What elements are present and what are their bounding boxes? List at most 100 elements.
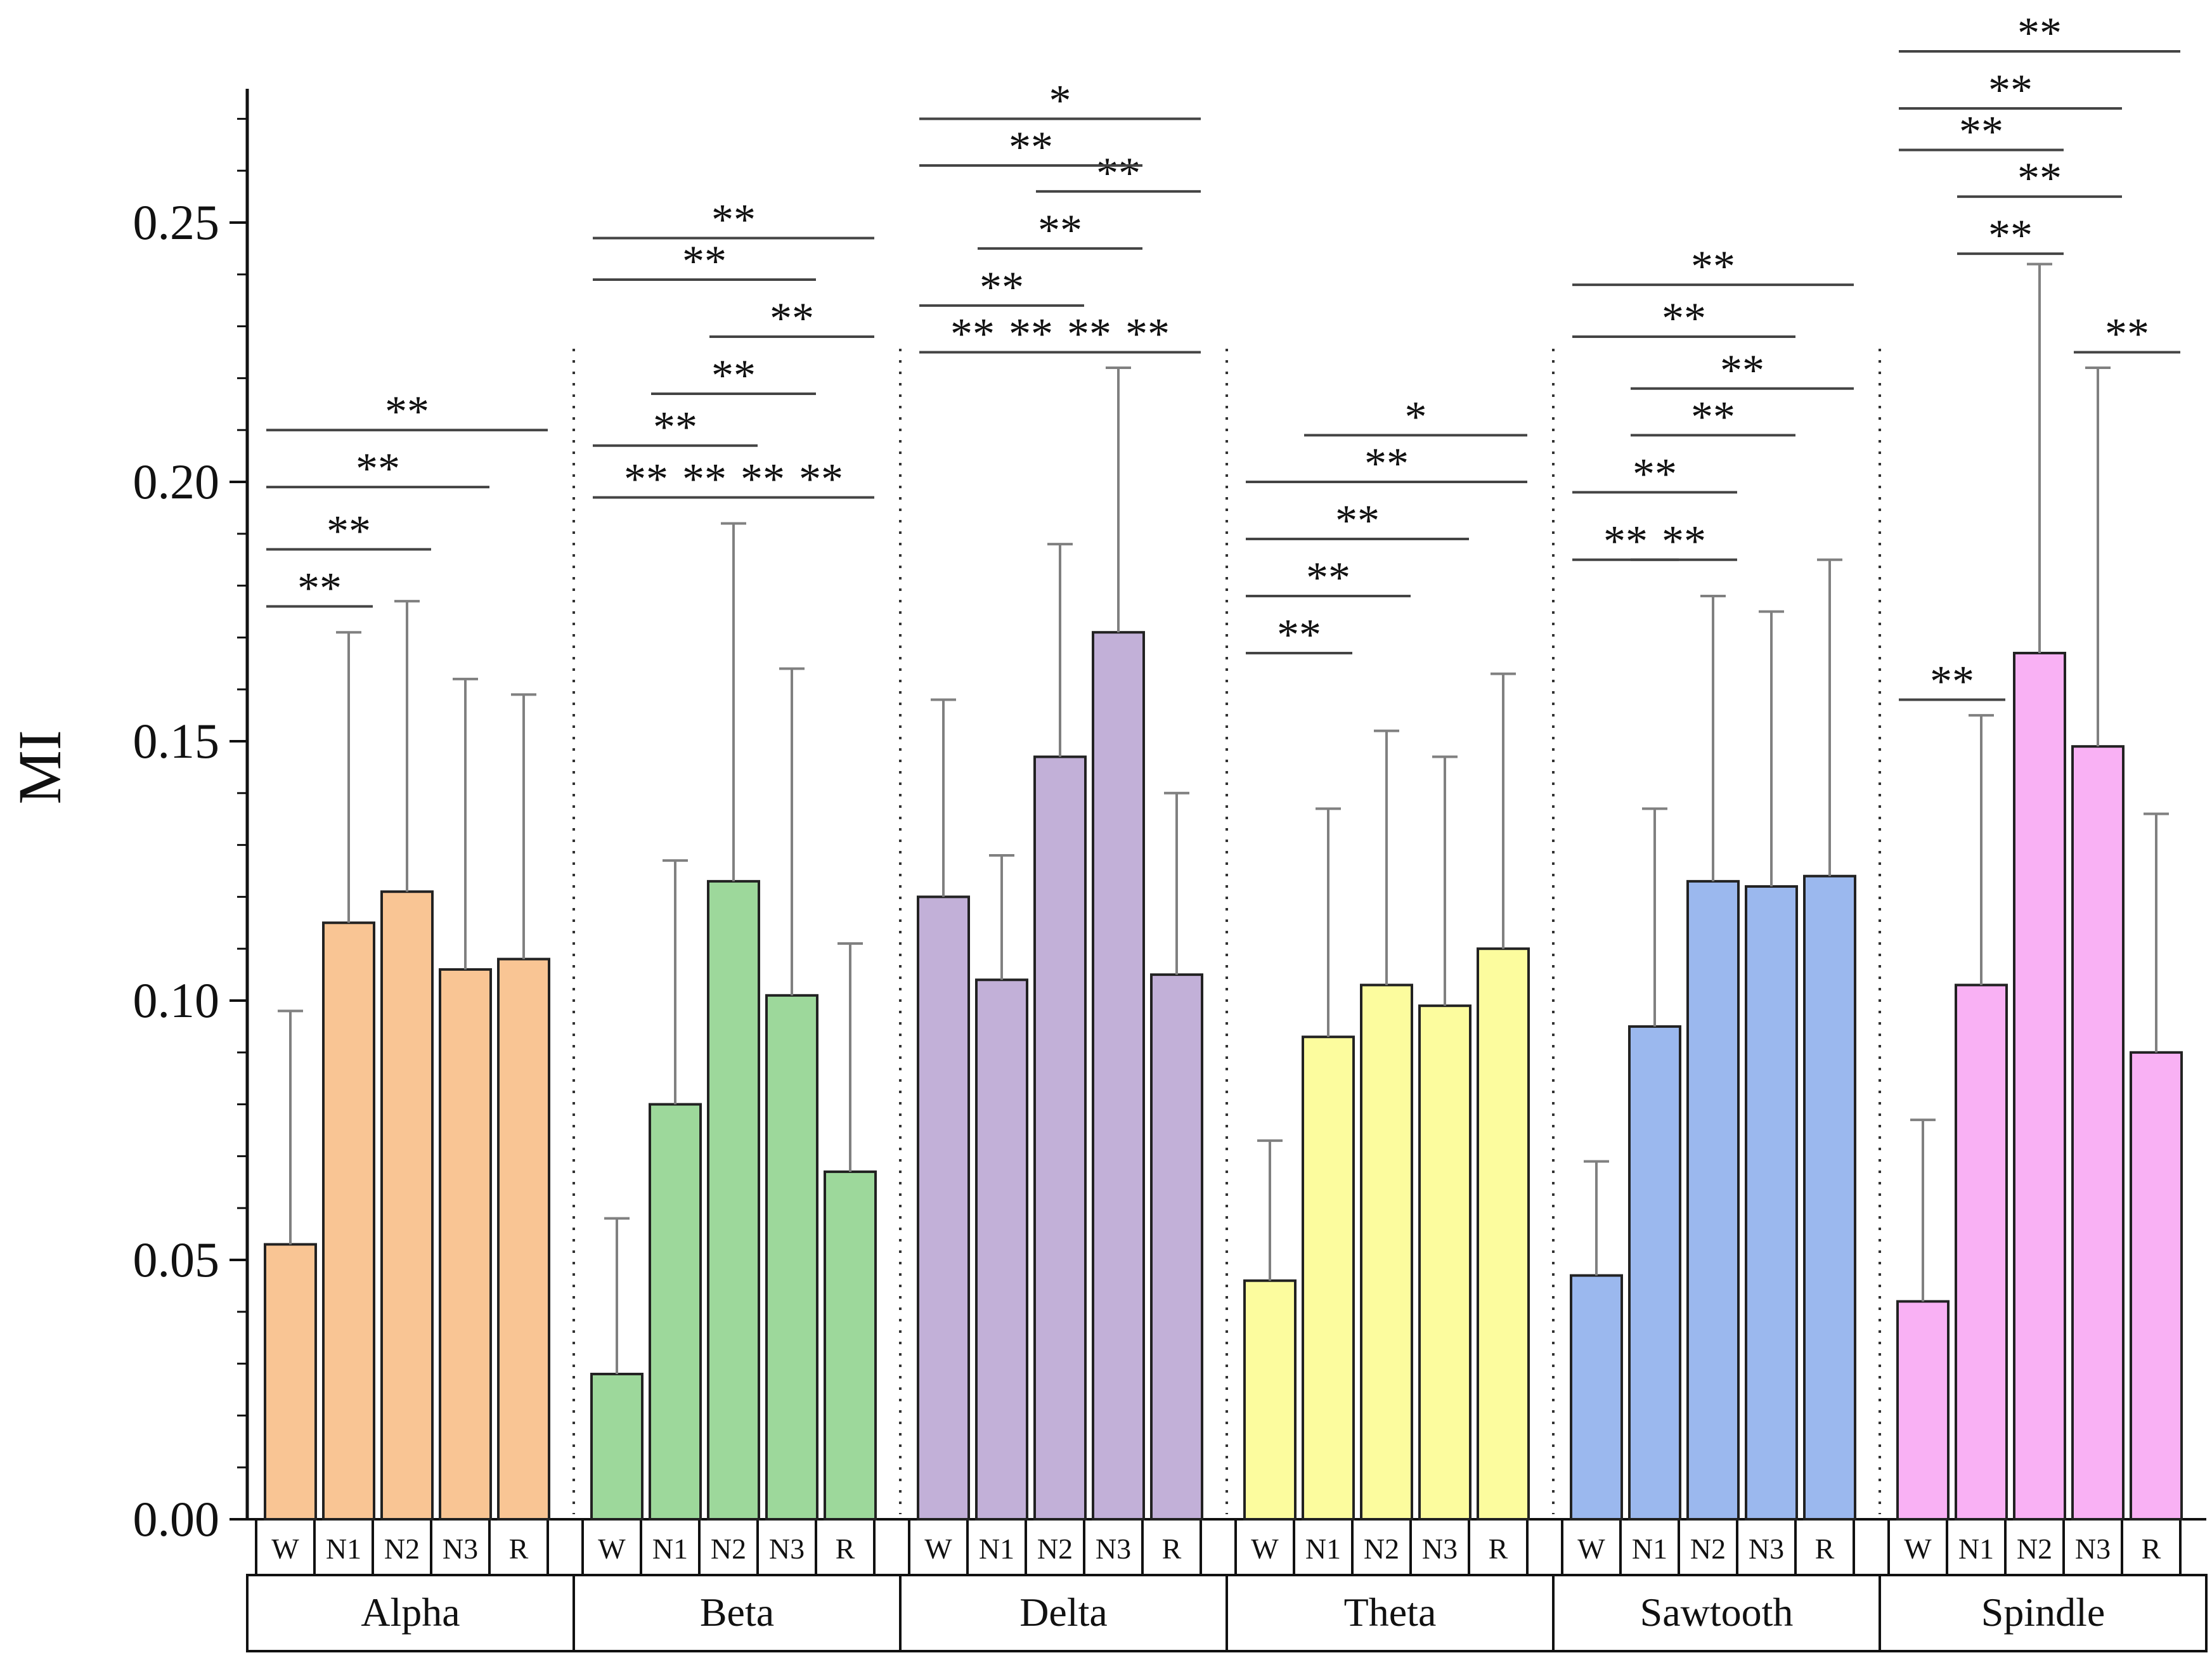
bar-theta-r [1477,947,1530,1521]
significance-marker: ** [1009,310,1053,359]
stage-label-w: W [1577,1533,1605,1565]
stage-label-n2: N2 [384,1533,420,1565]
group-label-alpha: Alpha [361,1590,460,1635]
significance-marker: ** [1335,496,1380,545]
stage-label-n2: N2 [2017,1533,2052,1565]
significance-marker: ** [385,387,429,436]
bar-beta-n3 [765,994,818,1521]
significance-marker: ** [711,351,756,400]
significance-marker: ** [2017,9,2062,58]
bar-alpha-w [264,1243,317,1521]
stage-label-w: W [1251,1533,1279,1565]
bar-beta-w [590,1372,644,1521]
significance-marker: ** [1662,294,1706,343]
significance-marker: ** [1603,517,1648,566]
significance-marker: ** [799,455,843,504]
significance-marker: ** [1277,611,1321,659]
significance-marker: ** [682,455,727,504]
stage-label-r: R [836,1533,855,1565]
stage-label-n1: N1 [1632,1533,1667,1565]
y-tick-label: 0.25 [133,195,220,250]
stage-label-r: R [1489,1533,1508,1565]
significance-marker: ** [297,564,342,613]
bar-alpha-r [497,957,550,1521]
stage-label-r: R [2142,1533,2161,1565]
stage-label-n3: N3 [1422,1533,1458,1565]
bar-beta-r [824,1170,877,1521]
group-label-sawtooth: Sawtooth [1640,1590,1794,1635]
stage-label-n1: N1 [652,1533,688,1565]
significance-marker: * [1049,76,1071,125]
bars-layer [264,631,2183,1521]
stage-box [698,1518,759,1576]
stage-label-w: W [1904,1533,1932,1565]
group-name-box [899,1574,1228,1652]
bar-alpha-n1 [322,921,375,1521]
stage-label-n3: N3 [1749,1533,1784,1565]
y-tick-label: 0.00 [133,1491,220,1547]
bar-beta-n1 [649,1103,702,1521]
group-label-beta: Beta [700,1590,774,1635]
stage-label-w: W [271,1533,299,1565]
bar-theta-n1 [1302,1035,1355,1521]
significance-marker: ** [1038,206,1082,255]
bar-delta-n3 [1092,631,1145,1521]
bar-alpha-n3 [439,968,492,1521]
stage-box [756,1518,817,1576]
significance-marker: ** [1009,123,1053,172]
y-tick-label: 0.15 [133,713,220,769]
stage-label-n1: N1 [1958,1533,1994,1565]
significance-marker: ** [1125,310,1170,359]
significance-marker: ** [2105,310,2149,359]
significance-marker: ** [980,263,1024,312]
significance-marker: ** [950,310,995,359]
bar-delta-n2 [1033,755,1087,1521]
y-tick-label: 0.05 [133,1232,220,1287]
stage-box [488,1518,549,1576]
bar-sawtooth-n1 [1628,1025,1681,1521]
stage-box [815,1518,876,1576]
bar-delta-n1 [975,978,1028,1521]
stage-label-n3: N3 [2075,1533,2111,1565]
bar-sawtooth-n3 [1745,885,1798,1521]
significance-marker: ** [1096,149,1141,198]
significance-marker: ** [741,455,785,504]
bar-spindle-w [1896,1300,1950,1521]
group-name-box [572,1574,902,1652]
group-label-delta: Delta [1019,1590,1108,1635]
group-name-box [1226,1574,1555,1652]
stage-label-r: R [509,1533,529,1565]
bar-theta-w [1243,1279,1297,1521]
significance-marker: ** [1988,211,2033,260]
stage-box [1794,1518,1855,1576]
bar-delta-w [917,895,970,1521]
significance-marker: ** [624,455,668,504]
bar-delta-r [1150,973,1203,1521]
bar-spindle-n3 [2071,745,2125,1521]
bar-alpha-n2 [380,890,434,1521]
y-tick-label: 0.20 [133,454,220,509]
significance-marker: ** [1720,346,1764,395]
stage-label-n2: N2 [1690,1533,1726,1565]
stage-label-n1: N1 [1305,1533,1341,1565]
stage-label-r: R [1815,1533,1835,1565]
significance-marker: ** [1306,554,1350,602]
bar-spindle-n2 [2013,651,2066,1521]
y-tick-label: 0.10 [133,973,220,1028]
significance-marker: ** [653,403,697,452]
group-name-box [246,1574,575,1652]
stage-label-n1: N1 [979,1533,1014,1565]
significance-marker: ** [1662,517,1706,566]
significance-layer: ********** ** ** ************** ** ** ********… [266,9,2180,706]
axes-frame [230,89,2208,1652]
group-name-box [1879,1574,2208,1652]
significance-marker: ** [770,294,814,343]
significance-marker: ** [1930,658,1974,706]
significance-marker: ** [1633,450,1677,498]
y-axis-label: MI [6,730,74,804]
bar-theta-n3 [1418,1004,1471,1521]
stage-label-r: R [1162,1533,1182,1565]
stage-label-w: W [598,1533,626,1565]
